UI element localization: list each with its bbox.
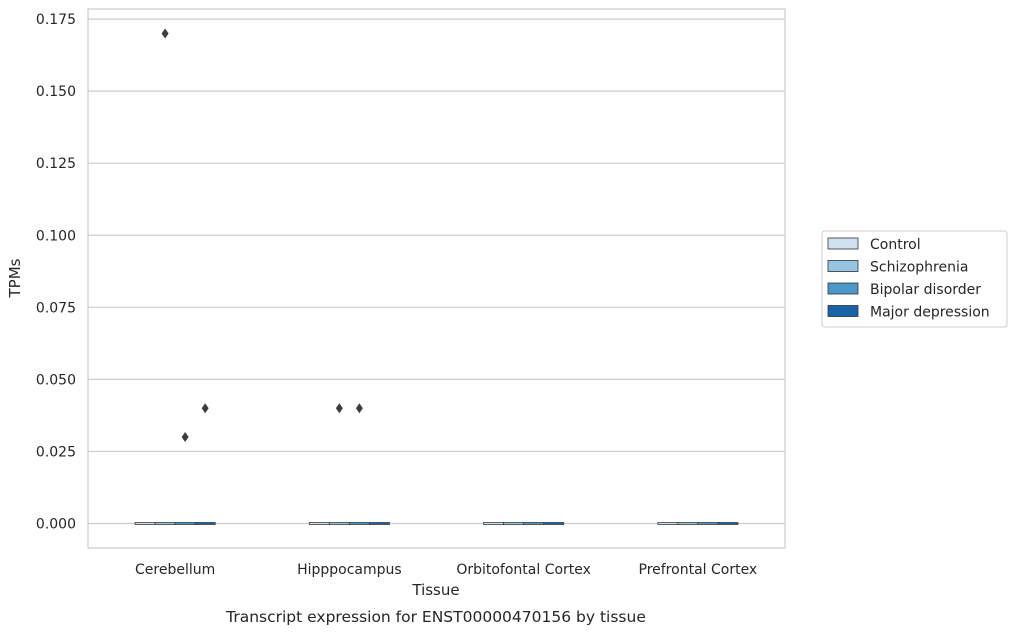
box-median [503, 522, 525, 525]
box-median [154, 522, 176, 525]
plot-frame [87, 8, 786, 549]
box-median [174, 522, 196, 525]
box-median [194, 522, 216, 525]
box-median [697, 522, 719, 525]
legend: Control Schizophrenia Bipolar disorder Majo… [821, 230, 1008, 328]
y-tick-labels: 0.000 0.025 0.050 0.075 0.100 0.125 0.150 0.175 [36, 12, 76, 532]
box-median [657, 522, 679, 525]
legend-label: Schizophrenia [870, 260, 968, 276]
legend-label: Bipolar disorder [870, 282, 981, 298]
chart-title: Transcript expression for ENST0000047015… [225, 608, 646, 626]
outlier-points [161, 28, 363, 443]
box-median [677, 522, 699, 525]
box-median [348, 522, 370, 525]
y-tick-label: 0.000 [36, 517, 76, 533]
x-axis-label: Tissue [411, 581, 459, 599]
x-tick-label: Orbitofontal Cortex [456, 562, 591, 578]
y-tick-label: 0.175 [36, 12, 76, 28]
x-tick-label: Hipppocampus [297, 562, 402, 578]
legend-label: Control [870, 237, 921, 253]
x-tick-label: Prefrontal Cortex [639, 562, 758, 578]
y-gridlines [88, 18, 785, 525]
legend-swatch [827, 305, 859, 317]
y-tick-label: 0.050 [36, 372, 76, 388]
box-median [543, 522, 565, 525]
legend-swatch [827, 260, 859, 272]
legend-swatch [827, 237, 859, 250]
x-tick-labels: Cerebellum Hipppocampus Orbitofontal Corte… [135, 562, 757, 578]
y-tick-label: 0.075 [36, 300, 76, 316]
box-median [717, 522, 739, 525]
box-median [369, 522, 390, 525]
x-tick-label: Cerebellum [135, 562, 215, 578]
y-tick-label: 0.100 [36, 228, 76, 244]
legend-label: Major depression [870, 305, 990, 321]
box-median [308, 522, 330, 525]
box-median [523, 522, 545, 525]
y-tick-label: 0.025 [36, 444, 76, 460]
outlier-point [355, 403, 363, 414]
legend-swatch [827, 282, 859, 295]
box-median [134, 522, 156, 525]
outlier-point [161, 28, 169, 39]
y-tick-label: 0.150 [36, 84, 76, 100]
box-medians [134, 522, 739, 525]
outlier-point [201, 403, 209, 414]
legend-frame [821, 230, 1008, 328]
box-median [483, 522, 504, 525]
box-median [328, 522, 350, 525]
outlier-point [335, 403, 343, 414]
y-axis-label: TPMs [6, 258, 24, 298]
outlier-point [181, 432, 189, 443]
y-tick-label: 0.125 [36, 156, 76, 172]
